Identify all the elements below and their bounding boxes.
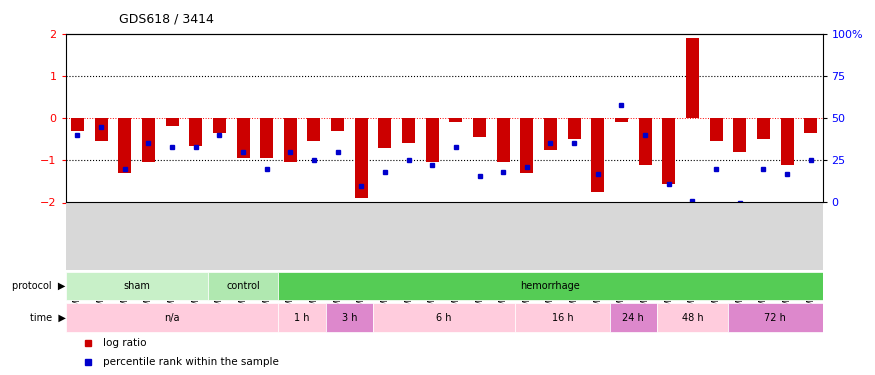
Text: 3 h: 3 h [342, 313, 357, 323]
Bar [71, 118, 84, 131]
Bar [710, 118, 723, 141]
FancyBboxPatch shape [728, 303, 822, 332]
FancyBboxPatch shape [373, 303, 515, 332]
Text: percentile rank within the sample: percentile rank within the sample [103, 357, 279, 367]
FancyBboxPatch shape [657, 303, 728, 332]
FancyBboxPatch shape [326, 303, 373, 332]
Text: hemorrhage: hemorrhage [521, 281, 580, 291]
Bar [804, 118, 817, 133]
Bar [521, 118, 534, 173]
Text: control: control [226, 281, 260, 291]
Bar [733, 118, 746, 152]
Bar [662, 118, 676, 183]
Text: log ratio: log ratio [103, 338, 147, 348]
Text: n/a: n/a [164, 313, 179, 323]
Text: 1 h: 1 h [294, 313, 310, 323]
Bar [94, 118, 108, 141]
FancyBboxPatch shape [207, 272, 278, 300]
FancyBboxPatch shape [66, 272, 207, 300]
Bar [757, 118, 770, 139]
Bar [780, 118, 794, 165]
Bar [473, 118, 486, 137]
Text: 48 h: 48 h [682, 313, 704, 323]
Bar [615, 118, 628, 122]
Text: GDS618 / 3414: GDS618 / 3414 [119, 12, 214, 26]
Bar [592, 118, 605, 192]
Bar [142, 118, 155, 162]
Bar [686, 38, 699, 118]
Bar [497, 118, 510, 162]
Bar [568, 118, 581, 139]
Bar [544, 118, 557, 150]
Bar [118, 118, 131, 173]
Bar [260, 118, 273, 158]
Bar [189, 118, 202, 146]
Text: 24 h: 24 h [622, 313, 644, 323]
Text: 16 h: 16 h [551, 313, 573, 323]
FancyBboxPatch shape [515, 303, 610, 332]
Bar [213, 118, 226, 133]
FancyBboxPatch shape [278, 303, 326, 332]
Text: 72 h: 72 h [764, 313, 786, 323]
FancyBboxPatch shape [278, 272, 822, 300]
Bar [639, 118, 652, 165]
Bar [236, 118, 249, 158]
Text: sham: sham [123, 281, 150, 291]
FancyBboxPatch shape [66, 303, 278, 332]
Bar [450, 118, 462, 122]
Bar [378, 118, 391, 148]
Bar [426, 118, 438, 162]
Bar [354, 118, 367, 198]
Text: protocol  ▶: protocol ▶ [12, 281, 66, 291]
Text: 6 h: 6 h [437, 313, 452, 323]
Text: time  ▶: time ▶ [30, 313, 66, 323]
Bar [284, 118, 297, 162]
Bar [331, 118, 344, 131]
FancyBboxPatch shape [610, 303, 657, 332]
Bar [402, 118, 415, 144]
Bar [165, 118, 178, 126]
Bar [307, 118, 320, 141]
